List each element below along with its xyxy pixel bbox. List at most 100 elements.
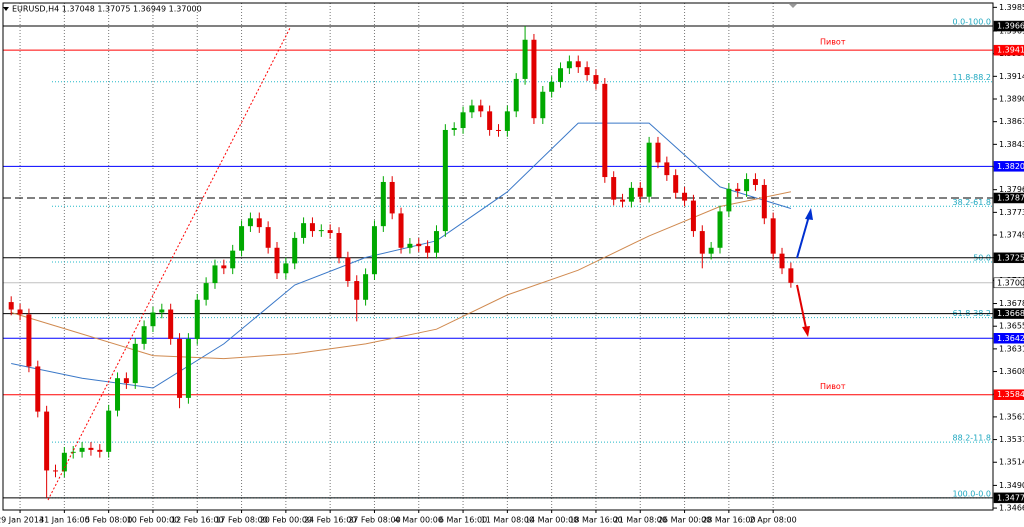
candle-body (150, 312, 156, 327)
candle-body (735, 188, 741, 192)
candle-body (398, 213, 404, 248)
y-tick-label: 1.34900 (999, 481, 1024, 490)
fib-label: 100.0-0.0 (952, 489, 991, 498)
y-tick-label: 1.34665 (999, 504, 1024, 513)
candle-body (115, 378, 121, 411)
candle-body (327, 230, 333, 234)
candle-body (141, 326, 147, 344)
x-tick-label: 24 Feb 16:00 (304, 516, 356, 525)
level-box (993, 308, 1024, 319)
x-tick-label: 5 Feb 08:00 (85, 516, 132, 525)
candle-body (185, 338, 191, 398)
level-box (993, 161, 1024, 172)
candle-body (407, 243, 413, 248)
level-box (993, 389, 1024, 400)
candle-body (53, 470, 58, 472)
candle-body (283, 263, 289, 274)
level-box (993, 20, 1024, 32)
candle-body (726, 188, 732, 212)
x-tick-label: 14 Mar 00:00 (525, 516, 578, 525)
fib-label: 88.2-11.8 (952, 434, 991, 443)
candle-body (17, 309, 23, 315)
level-label: 1.37259 (997, 253, 1024, 262)
y-tick-label: 1.36315 (999, 344, 1024, 353)
moving-average (11, 191, 792, 360)
candle-body (265, 227, 271, 248)
candle-body (212, 265, 218, 284)
trend-line (47, 27, 291, 501)
candle-body (336, 233, 342, 258)
candle-body (478, 105, 484, 112)
candle-body (602, 83, 608, 178)
level-label: 1.35840 (997, 390, 1024, 399)
candle-body (522, 39, 528, 79)
plot-layer: 0.0-100.011.8-88.238.2-61.850.061.8-38.2… (3, 3, 993, 510)
x-tick-label: 12 Feb 16:00 (171, 516, 223, 525)
y-tick-label: 1.35375 (999, 435, 1024, 444)
candle-body (708, 247, 714, 254)
y-tick-label: 1.38435 (999, 140, 1024, 149)
candle-body (690, 200, 696, 232)
level-label: 1.38207 (997, 162, 1024, 171)
candle-body (469, 105, 475, 113)
candle-body (433, 231, 439, 253)
candle-body (247, 218, 253, 227)
candle-body (301, 223, 307, 238)
candle-body (318, 230, 324, 232)
y-tick-label: 1.35610 (999, 412, 1024, 421)
candle-body (26, 314, 32, 367)
level-box (993, 44, 1024, 56)
candle-body (788, 268, 794, 283)
x-tick-label: 18 Mar 16:00 (569, 516, 622, 525)
candle-body (159, 309, 165, 313)
candle-body (371, 226, 377, 275)
candle-body (628, 187, 634, 202)
x-tick-label: 26 Mar 00:00 (658, 516, 711, 525)
candle-body (646, 142, 652, 197)
candle-body (611, 177, 617, 200)
level-label: 1.36425 (997, 334, 1024, 343)
arrow-down-head (802, 326, 810, 337)
candle-body (682, 192, 688, 201)
candle-body (496, 129, 501, 131)
level-label: 1.34771 (997, 493, 1024, 502)
candle-body (504, 111, 510, 131)
candle-body (584, 67, 590, 76)
candle-body (106, 410, 112, 452)
fib-label: 38.2-61.8 (952, 198, 991, 207)
candle-body (664, 162, 670, 176)
candle-body (389, 181, 395, 214)
y-tick-label: 1.36550 (999, 322, 1024, 331)
level-box (993, 492, 1024, 504)
candle-body (8, 302, 14, 310)
candle-body (88, 447, 94, 450)
candle-body (531, 39, 537, 119)
candle-body (177, 338, 183, 398)
x-tick-label: 6 Mar 16:00 (439, 516, 487, 525)
y-tick-label: 1.3867 (999, 117, 1024, 126)
candle-body (779, 253, 785, 269)
candle-body (673, 175, 679, 193)
candle-body (460, 112, 466, 129)
candle-body (655, 142, 661, 163)
candle-body (363, 274, 369, 300)
candle-body (309, 223, 315, 232)
candle-body (35, 366, 41, 412)
candle-body (416, 243, 422, 247)
level-box (993, 192, 1024, 204)
x-tick-label: 17 Feb 08:00 (215, 516, 267, 525)
candle-body (761, 184, 767, 219)
candle-body (221, 265, 227, 269)
candle-body (274, 247, 280, 274)
fib-label: 0.0-100.0 (952, 18, 991, 27)
shift-marker (789, 4, 797, 8)
candle-body (380, 181, 386, 227)
candle-body (620, 199, 626, 202)
candle-body (97, 449, 103, 452)
candle-body (354, 281, 360, 300)
arrow-down (796, 284, 807, 329)
